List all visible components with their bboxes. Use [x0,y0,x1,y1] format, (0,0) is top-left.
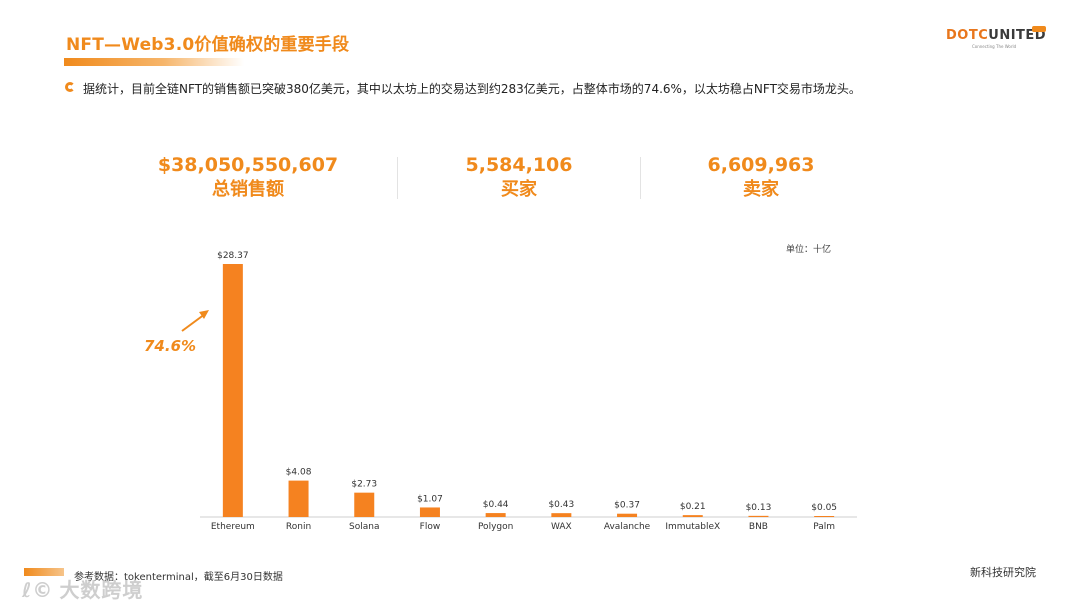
bar-bnb [748,515,769,517]
x-tick-label: Ronin [286,522,311,532]
x-tick-label: Ethereum [211,522,255,532]
bar-value-label: $0.43 [548,500,574,510]
x-tick-label: Palm [813,522,835,532]
logo-mark [1032,26,1046,32]
source-note: 参考数据：tokenterminal，截至6月30日数据 [74,572,283,583]
bar-polygon [485,513,506,517]
stat-divider [397,157,398,199]
bar-ronin [288,480,309,517]
stat-label: 买家 [501,179,537,200]
stat-total-sales: $38,050,550,607 总销售额 [128,153,368,203]
stat-divider [640,157,641,199]
stat-label: 总销售额 [212,179,284,200]
bar-solana [354,492,375,517]
bar-flow [419,507,440,517]
bar-value-label: $0.05 [811,503,837,513]
x-tick-label: Avalanche [604,522,651,532]
bar-ethereum [222,264,243,517]
bar-value-label: $0.44 [483,500,509,510]
annotation-arrow-icon [181,310,209,332]
x-tick-label: ImmutableX [665,522,720,532]
footer-accent-bar [24,568,64,576]
company-logo: DOTCUNITED Connecting The World [946,26,1046,54]
bar-palm [814,516,835,517]
x-tick-label: WAX [551,522,572,532]
summary-text: 据统计，目前全链NFT的销售额已突破380亿美元，其中以太坊上的交易达到约283… [83,82,861,96]
logo-text: DOTCUNITED [946,28,1047,43]
bullet-ring-icon [65,82,75,92]
stat-sellers: 6,609,963 卖家 [641,153,881,203]
bar-value-label: $2.73 [351,480,377,490]
bar-value-label: $1.07 [417,494,443,504]
bar-value-label: $4.08 [286,468,312,478]
stat-value: 6,609,963 [707,154,815,176]
bar-value-label: $28.37 [217,251,249,261]
bar-immutablex [682,515,703,517]
stat-value: 5,584,106 [465,154,573,176]
x-tick-label: Flow [420,522,441,532]
watermark-icon: ℓ© [22,578,54,602]
bar-value-label: $0.13 [746,503,772,513]
stat-value: $38,050,550,607 [157,154,339,176]
x-tick-label: BNB [749,522,768,532]
logo-tagline: Connecting The World [972,44,1017,49]
share-annotation: 74.6% [144,337,197,355]
title-underline [64,58,244,66]
watermark: ℓ© 大数跨境 [22,578,144,602]
bar-wax [551,513,572,517]
bar-avalanche [617,513,638,517]
stat-label: 卖家 [743,179,779,200]
bar-value-label: $0.37 [614,501,640,511]
x-tick-label: Solana [349,522,379,532]
bar-value-label: $0.21 [680,502,706,512]
stat-buyers: 5,584,106 买家 [399,153,639,203]
unit-label: 单位：十亿 [786,245,832,255]
brand-name: 新科技研究院 [970,566,1036,579]
x-tick-label: Polygon [478,522,513,532]
page-title: NFT—Web3.0价值确权的重要手段 [66,35,350,55]
